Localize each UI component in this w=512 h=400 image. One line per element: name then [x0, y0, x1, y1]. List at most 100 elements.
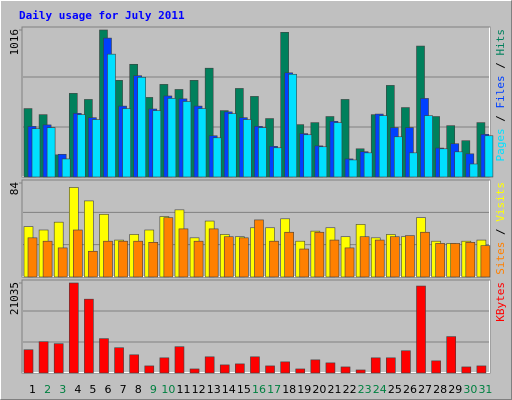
bar [288, 73, 297, 178]
bar [227, 113, 237, 178]
bar [299, 248, 310, 278]
bar [99, 338, 109, 374]
legend-entry: Visits [494, 182, 507, 222]
bar [355, 369, 366, 374]
bar [31, 128, 41, 178]
bar [390, 236, 400, 278]
x-tick-label: 2 [44, 383, 51, 396]
x-tick-label: 17 [267, 383, 281, 396]
bar [243, 119, 252, 178]
bar [72, 229, 83, 278]
bar [122, 108, 131, 178]
bar [38, 341, 49, 374]
x-tick-label: 9 [150, 383, 157, 396]
chart-title: Daily usage for July 2011 [19, 9, 185, 22]
bar [133, 240, 143, 278]
bar [46, 127, 56, 178]
x-tick-label: 11 [177, 383, 191, 396]
bar [42, 240, 53, 278]
y-tick-label: 21035 [8, 282, 21, 315]
bar [344, 247, 355, 278]
x-tick-label: 25 [388, 383, 402, 396]
bar [167, 98, 177, 178]
bar [27, 237, 38, 278]
bar [118, 240, 128, 278]
bar [340, 366, 351, 374]
bar [265, 365, 275, 374]
x-tick-label: 26 [403, 383, 417, 396]
bar [359, 236, 370, 278]
bar [454, 151, 464, 178]
bar [416, 285, 426, 374]
bar [333, 122, 343, 178]
bar [269, 240, 279, 278]
bar [53, 343, 64, 374]
bar [250, 356, 260, 374]
x-tick-label: 23 [358, 383, 372, 396]
bar [107, 53, 116, 178]
bar [284, 231, 294, 278]
legend-entry: Pages [494, 128, 507, 161]
bar [148, 242, 159, 278]
bar [258, 127, 267, 178]
bar [303, 134, 313, 178]
bar [178, 228, 189, 278]
bar [76, 114, 86, 178]
bar [431, 360, 441, 374]
x-tick-label: 31 [478, 383, 492, 396]
x-tick-label: 10 [161, 383, 175, 396]
bar [57, 247, 68, 278]
x-tick-label: 4 [74, 383, 81, 396]
x-tick-label: 5 [89, 383, 96, 396]
x-tick-label: 16 [252, 383, 266, 396]
bar [420, 231, 430, 278]
bar [329, 239, 340, 278]
bar [405, 235, 415, 278]
bar [424, 115, 433, 178]
legend-separator: / [494, 222, 507, 242]
bar [114, 347, 124, 374]
legend-entry: Sites [494, 242, 507, 275]
bar [152, 110, 162, 178]
x-tick-label: 20 [312, 383, 326, 396]
bar [439, 148, 448, 178]
x-tick-label: 8 [135, 383, 142, 396]
x-tick-label: 21 [327, 383, 341, 396]
bar [401, 350, 411, 374]
bar [409, 152, 418, 178]
x-tick-label: 29 [448, 383, 462, 396]
legend: Sites / Visits [494, 182, 507, 275]
x-tick-label: 24 [373, 383, 387, 396]
bar [23, 349, 34, 374]
bar [325, 362, 336, 374]
bar [137, 77, 146, 178]
legend-separator: / [494, 109, 507, 129]
bar [469, 163, 479, 178]
bar [208, 228, 219, 278]
bar [144, 365, 155, 374]
bar [476, 365, 487, 374]
bar [435, 243, 445, 278]
bar [370, 357, 381, 374]
legend-entry: Hits [494, 29, 507, 56]
bar [159, 357, 170, 374]
x-tick-label: 12 [192, 383, 206, 396]
bar [129, 354, 139, 374]
bar [219, 364, 230, 374]
x-tick-label: 15 [237, 383, 251, 396]
bar [394, 136, 403, 178]
x-tick-label: 27 [418, 383, 432, 396]
bar [174, 346, 185, 374]
bar [197, 108, 207, 178]
bar [374, 239, 385, 278]
bar [182, 101, 192, 178]
x-tick-label: 1 [29, 383, 36, 396]
legend: KBytes [494, 282, 507, 322]
bar [92, 119, 101, 178]
bar [68, 282, 79, 374]
x-tick-label: 28 [433, 383, 447, 396]
bar [235, 363, 245, 374]
bar [254, 219, 264, 278]
